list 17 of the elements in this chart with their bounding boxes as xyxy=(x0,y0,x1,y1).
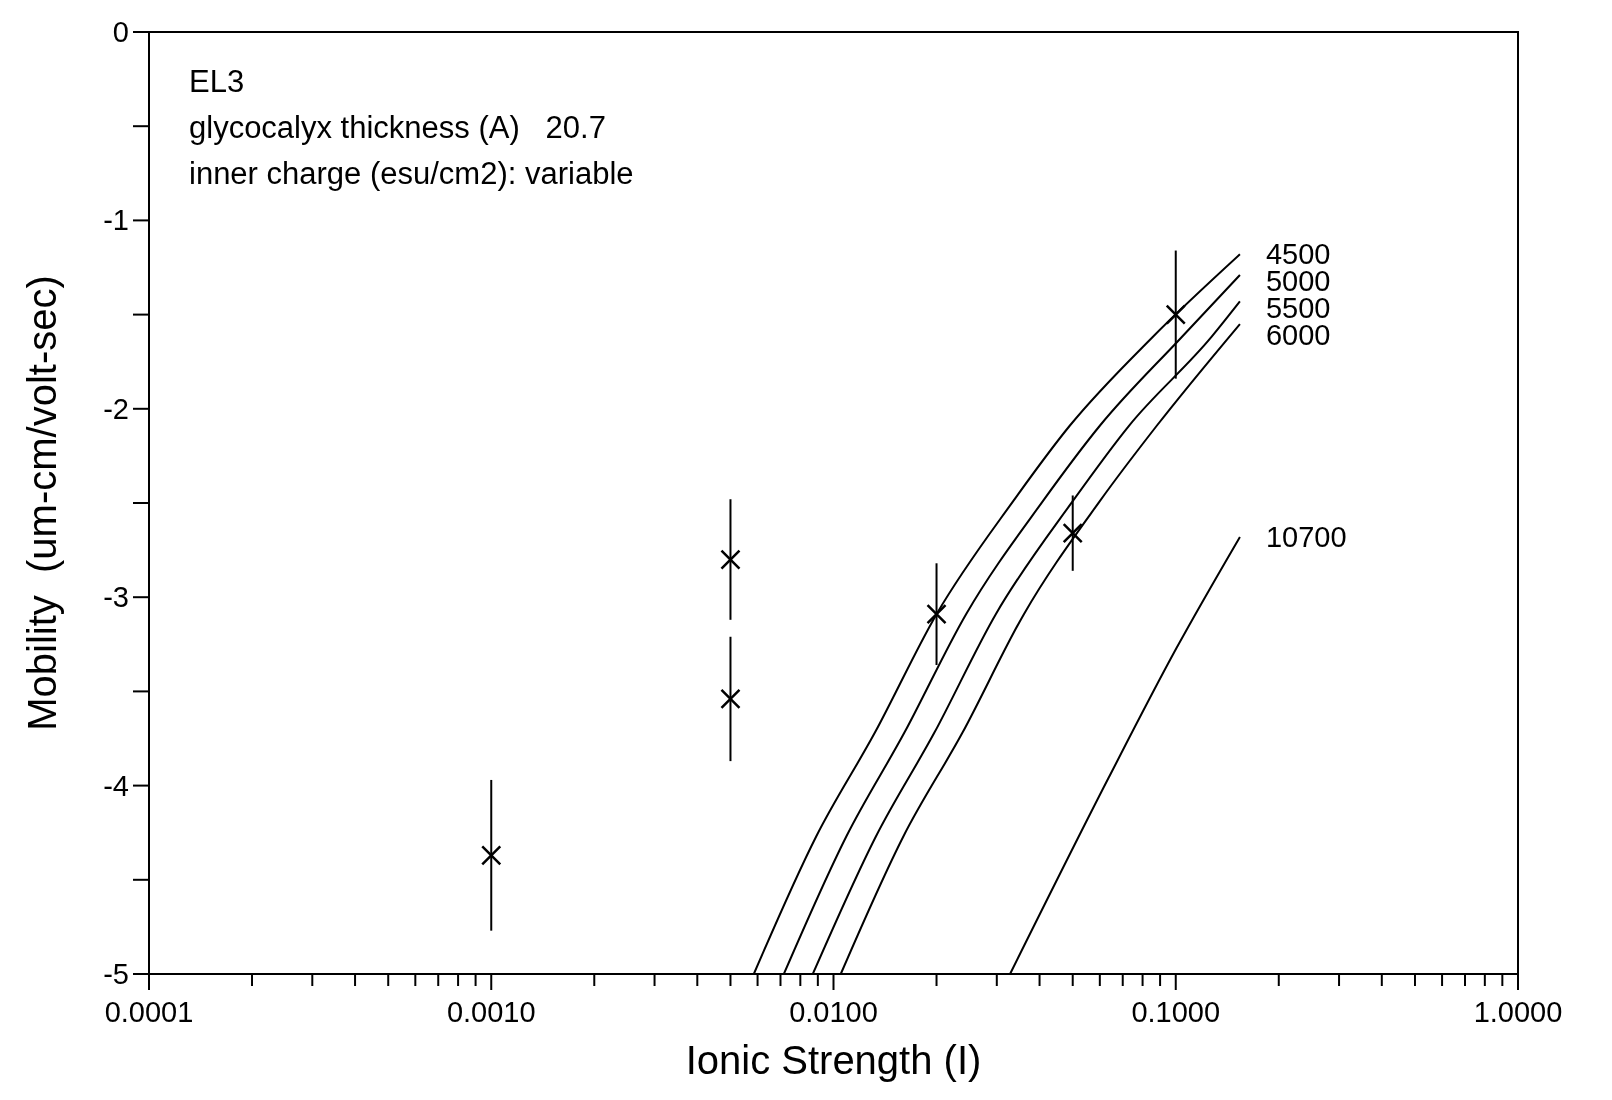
y-tick-label: -3 xyxy=(103,581,129,614)
y-tick-label: -2 xyxy=(103,392,129,425)
y-tick-label: -1 xyxy=(103,204,129,237)
annotation: inner charge (esu/cm2): variable xyxy=(189,156,634,191)
y-axis-title: Mobility (um-cm/volt-sec) xyxy=(20,275,64,731)
x-tick-label: 0.0100 xyxy=(789,996,878,1028)
series-label: 10700 xyxy=(1265,520,1347,553)
annotation: EL3 xyxy=(189,64,245,99)
x-tick-label: 0.1000 xyxy=(1131,996,1221,1028)
annotation: glycocalyx thickness (A) 20.7 xyxy=(189,110,606,145)
x-tick-label: 0.0001 xyxy=(104,996,194,1028)
y-tick-label: -4 xyxy=(103,769,129,802)
y-tick-label: 0 xyxy=(112,16,129,48)
x-tick-label: 1.0000 xyxy=(1473,996,1563,1028)
x-axis-title: Ionic Strength (I) xyxy=(685,1038,982,1082)
x-tick-label: 0.0010 xyxy=(446,996,536,1028)
y-tick-label: -5 xyxy=(103,958,129,990)
